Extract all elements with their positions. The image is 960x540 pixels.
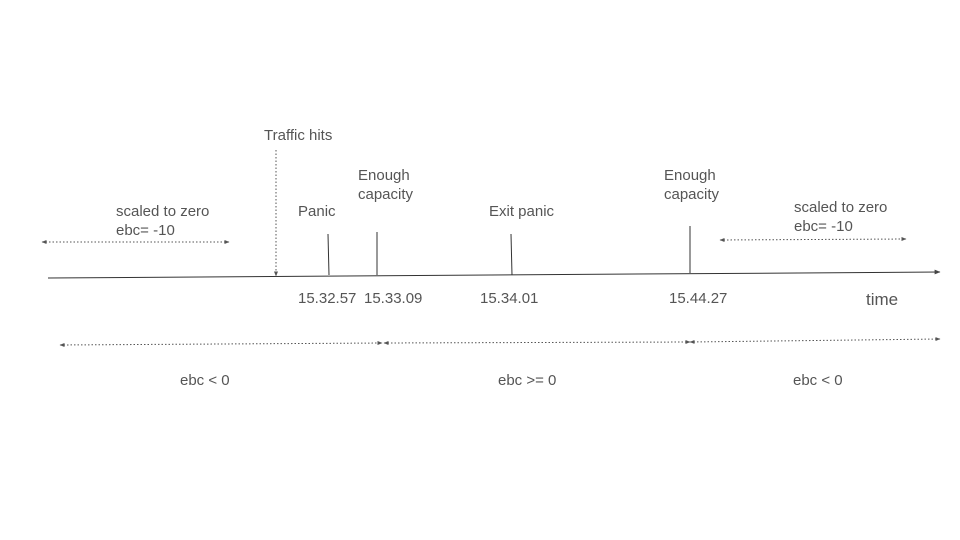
time-axis-label: time bbox=[866, 290, 898, 309]
range-arrow-3 bbox=[690, 339, 940, 342]
range-label-3: ebc < 0 bbox=[793, 371, 843, 390]
event-label-enough-capacity-2-line2: capacity bbox=[664, 185, 719, 204]
range-label-2: ebc >= 0 bbox=[498, 371, 556, 390]
event-tick-panic bbox=[328, 234, 329, 275]
right-state-arrow bbox=[720, 239, 906, 240]
left-state-line1: scaled to zero bbox=[116, 202, 209, 221]
event-label-enough-capacity-1-line1: Enough bbox=[358, 166, 413, 185]
event-label-enough-capacity-2-line1: Enough bbox=[664, 166, 719, 185]
left-state-label: scaled to zero ebc= -10 bbox=[116, 202, 209, 240]
event-label-enough-capacity-1-line2: capacity bbox=[358, 185, 413, 204]
right-state-line2: ebc= -10 bbox=[794, 217, 887, 236]
event-label-panic: Panic bbox=[298, 202, 336, 221]
traffic-hits-label: Traffic hits bbox=[264, 126, 332, 145]
range-arrow-2 bbox=[384, 342, 690, 343]
range-arrow-1 bbox=[60, 343, 382, 345]
event-time-enough-capacity-2: 15.44.27 bbox=[669, 289, 727, 308]
event-time-exit-panic: 15.34.01 bbox=[480, 289, 538, 308]
event-label-enough-capacity-1: Enough capacity bbox=[358, 166, 413, 204]
range-label-1: ebc < 0 bbox=[180, 371, 230, 390]
event-label-enough-capacity-2: Enough capacity bbox=[664, 166, 719, 204]
event-label-exit-panic: Exit panic bbox=[489, 202, 554, 221]
right-state-label: scaled to zero ebc= -10 bbox=[794, 198, 887, 236]
time-axis bbox=[48, 272, 940, 278]
event-tick-exit-panic bbox=[511, 234, 512, 275]
event-time-enough-capacity-1: 15.33.09 bbox=[364, 289, 422, 308]
left-state-line2: ebc= -10 bbox=[116, 221, 209, 240]
right-state-line1: scaled to zero bbox=[794, 198, 887, 217]
event-time-panic: 15.32.57 bbox=[298, 289, 356, 308]
